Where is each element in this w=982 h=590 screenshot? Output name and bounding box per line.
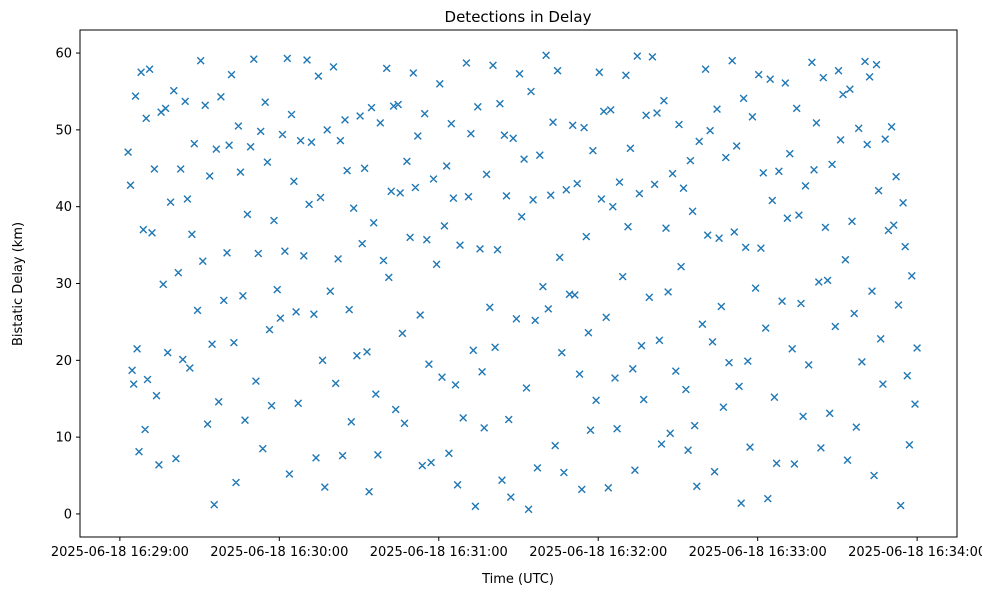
y-axis-ticks: 0 10 20 30 40 50 60 — [55, 47, 80, 522]
y-tick-label: 40 — [55, 200, 72, 215]
y-tick-label: 20 — [55, 354, 72, 369]
y-axis-label: Bistatic Delay (km) — [11, 222, 26, 346]
y-tick-label: 0 — [64, 507, 72, 522]
y-tick-label: 50 — [55, 123, 72, 138]
chart-title: Detections in Delay — [445, 8, 592, 26]
y-tick-label: 60 — [55, 47, 72, 62]
y-tick-label: 10 — [55, 431, 72, 446]
x-tick-label: 2025-06-18 16:29:00 — [51, 545, 189, 560]
x-tick-label: 2025-06-18 16:30:00 — [210, 545, 348, 560]
x-axis-ticks: 2025-06-18 16:29:00 2025-06-18 16:30:00 20… — [51, 537, 982, 560]
y-tick-label: 30 — [55, 277, 72, 292]
x-marker-path — [124, 51, 921, 514]
x-tick-label: 2025-06-18 16:34:00 — [848, 545, 982, 560]
x-axis-label: Time (UTC) — [481, 572, 554, 587]
x-tick-label: 2025-06-18 16:33:00 — [689, 545, 827, 560]
x-tick-label: 2025-06-18 16:32:00 — [529, 545, 667, 560]
scatter-points — [124, 51, 921, 514]
x-tick-label: 2025-06-18 16:31:00 — [370, 545, 508, 560]
